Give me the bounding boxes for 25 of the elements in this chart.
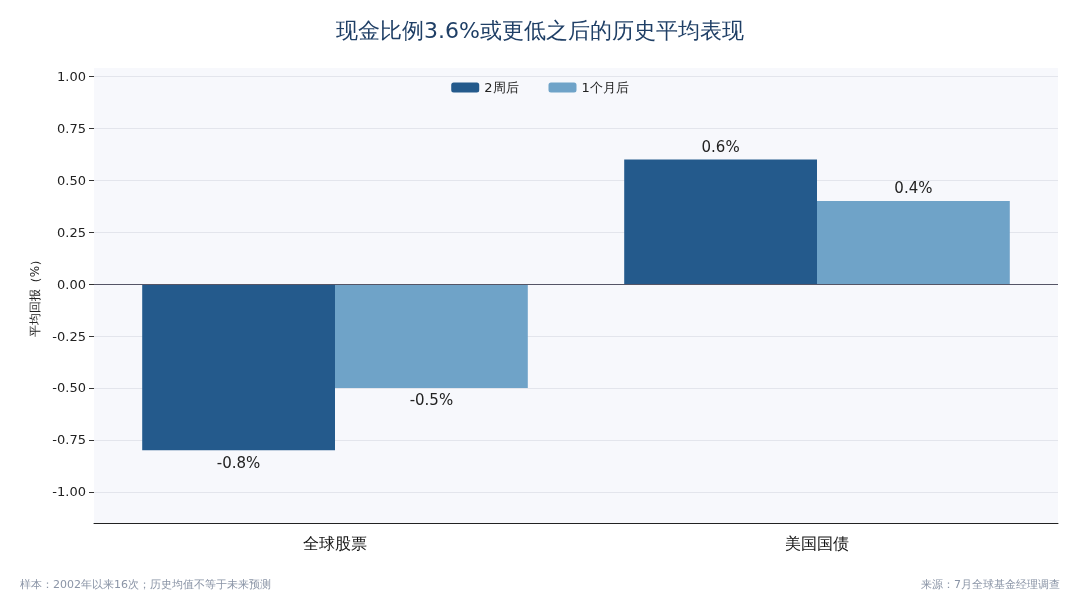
data-label: 0.6% (701, 137, 740, 156)
y-tick-label: 0.50 (57, 172, 86, 188)
y-tick-label: 1.00 (57, 68, 86, 84)
y-tick-label: -0.25 (52, 328, 86, 344)
x-tick-label: 美国国债 (785, 533, 849, 553)
x-tick-label: 全球股票 (303, 533, 367, 553)
bar (142, 284, 335, 451)
y-tick-label: -1.00 (52, 484, 86, 500)
text: 样本：2002年以来16次；历史均值不等于未来预测 (20, 578, 271, 591)
y-tick-label: -0.75 (52, 432, 86, 448)
data-label: 0.4% (894, 179, 933, 198)
bar (624, 159, 817, 285)
y-tick-label: 0.00 (57, 276, 86, 292)
bar (817, 200, 1010, 285)
bar (335, 284, 528, 388)
y-axis-title: 平均回报（%） (28, 253, 43, 338)
legend-label: 1个月后 (581, 80, 629, 95)
y-tick-label: 0.25 (57, 224, 86, 240)
legend-label: 2周后 (484, 80, 519, 95)
data-label: -0.8% (216, 453, 261, 472)
data-label: -0.5% (409, 391, 454, 410)
y-tick-label: -0.50 (52, 380, 86, 396)
chart-title: 现金比例3.6%或更低之后的历史平均表现 (336, 17, 744, 43)
y-tick-label: 0.75 (57, 120, 86, 136)
source-note: 来源：7月全球基金经理调查 (921, 578, 1060, 591)
